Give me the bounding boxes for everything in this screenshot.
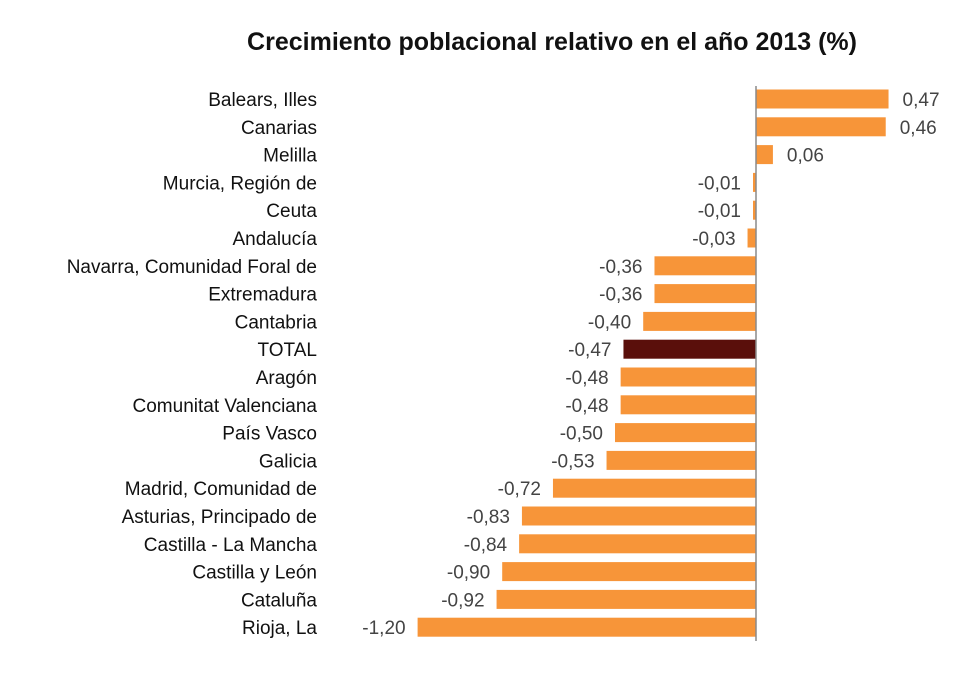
value-label: 0,47 bbox=[903, 90, 940, 111]
category-label: Cataluña bbox=[241, 590, 317, 611]
value-label: -0,01 bbox=[698, 173, 741, 194]
category-label: Rioja, La bbox=[242, 618, 317, 639]
category-label: Comunitat Valenciana bbox=[133, 396, 318, 417]
category-label: Castilla - La Mancha bbox=[144, 535, 318, 556]
bar bbox=[643, 311, 756, 331]
value-label: -0,48 bbox=[565, 396, 608, 417]
bar bbox=[753, 172, 756, 192]
value-label: -0,83 bbox=[467, 507, 510, 528]
value-label: -0,72 bbox=[498, 479, 541, 500]
category-label: Castilla y León bbox=[192, 563, 317, 584]
value-label: -0,40 bbox=[588, 312, 631, 333]
category-label: Galicia bbox=[259, 451, 318, 472]
bar bbox=[620, 395, 756, 415]
bar bbox=[654, 256, 756, 276]
value-label: -0,48 bbox=[565, 368, 608, 389]
category-label: Ceuta bbox=[266, 201, 317, 222]
value-label: -1,20 bbox=[362, 618, 405, 639]
bar bbox=[502, 562, 756, 582]
category-label: Navarra, Comunidad Foral de bbox=[67, 257, 317, 278]
value-label: -0,90 bbox=[447, 563, 490, 584]
category-label: Balears, Illes bbox=[208, 90, 317, 111]
category-label: Asturias, Principado de bbox=[122, 507, 317, 528]
category-label: Extremadura bbox=[208, 285, 317, 306]
category-label: Melilla bbox=[263, 146, 317, 167]
value-label: -0,03 bbox=[692, 229, 735, 250]
category-label: Madrid, Comunidad de bbox=[125, 479, 317, 500]
bar bbox=[756, 145, 773, 165]
bar bbox=[519, 534, 756, 554]
category-label: Cantabria bbox=[235, 312, 318, 333]
value-label: -0,53 bbox=[551, 451, 594, 472]
bar bbox=[615, 423, 756, 443]
bar bbox=[606, 450, 756, 470]
bar bbox=[753, 200, 756, 220]
bar bbox=[620, 367, 756, 387]
chart-title: Crecimiento poblacional relativo en el a… bbox=[247, 28, 857, 56]
value-label: -0,47 bbox=[568, 340, 611, 361]
category-label: TOTAL bbox=[258, 340, 317, 361]
category-label: Andalucía bbox=[232, 229, 317, 250]
bar bbox=[623, 339, 756, 359]
value-label: -0,01 bbox=[698, 201, 741, 222]
value-label: 0,46 bbox=[900, 118, 937, 139]
bar bbox=[756, 117, 886, 137]
value-label: -0,36 bbox=[599, 285, 642, 306]
category-label: Murcia, Región de bbox=[163, 173, 317, 194]
bar bbox=[747, 228, 756, 248]
bar bbox=[521, 506, 756, 526]
category-label: Canarias bbox=[241, 118, 317, 139]
bar bbox=[654, 284, 756, 304]
value-label: -0,92 bbox=[441, 590, 484, 611]
bar bbox=[756, 89, 889, 109]
category-label: País Vasco bbox=[222, 424, 317, 445]
value-label: -0,84 bbox=[464, 535, 508, 556]
bar bbox=[552, 478, 756, 498]
value-label: -0,50 bbox=[560, 424, 603, 445]
value-label: 0,06 bbox=[787, 146, 824, 167]
value-label: -0,36 bbox=[599, 257, 642, 278]
bar bbox=[496, 589, 756, 609]
bar bbox=[417, 617, 756, 637]
category-label: Aragón bbox=[256, 368, 317, 389]
